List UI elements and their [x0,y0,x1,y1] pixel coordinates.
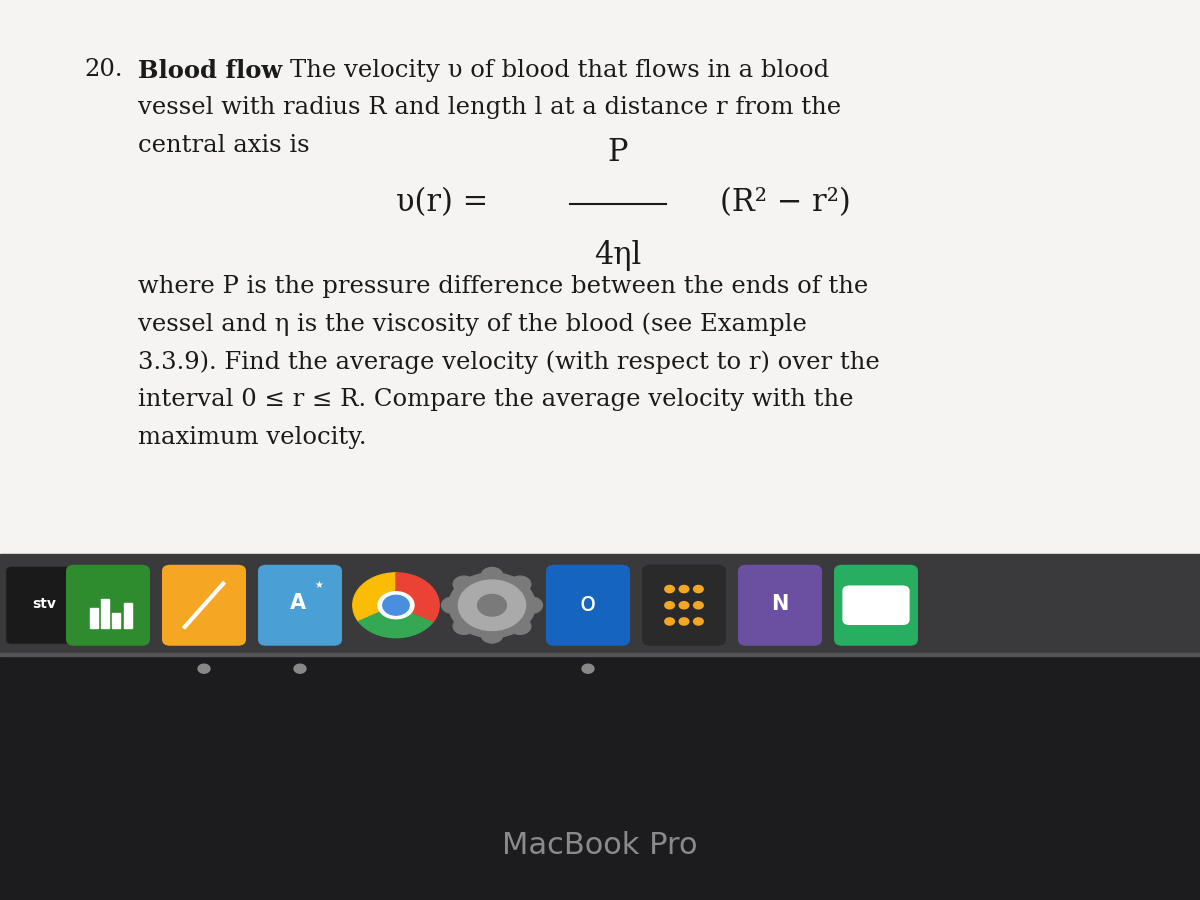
FancyBboxPatch shape [258,565,342,646]
Text: ★: ★ [314,580,324,590]
Text: maximum velocity.: maximum velocity. [138,426,366,449]
Circle shape [442,598,463,614]
Circle shape [198,664,210,673]
Circle shape [521,598,542,614]
FancyBboxPatch shape [6,567,84,644]
Circle shape [509,618,530,634]
Circle shape [665,601,674,609]
Bar [112,614,120,628]
Text: interval 0 ≤ r ≤ R. Compare the average velocity with the: interval 0 ≤ r ≤ R. Compare the average … [138,388,853,411]
Text: The velocity υ of blood that flows in a blood: The velocity υ of blood that flows in a … [290,58,829,82]
Wedge shape [359,605,433,637]
FancyBboxPatch shape [66,565,150,646]
Text: Blood flow: Blood flow [138,58,282,83]
Text: MacBook Pro: MacBook Pro [503,832,697,860]
Text: o: o [580,591,596,617]
Circle shape [694,601,703,609]
Circle shape [481,626,503,643]
Circle shape [294,664,306,673]
FancyBboxPatch shape [162,565,246,646]
Circle shape [665,585,674,592]
Circle shape [665,617,674,625]
Text: 3.3.9). Find the average velocity (with respect to r) over the: 3.3.9). Find the average velocity (with … [138,350,880,374]
Circle shape [481,567,503,583]
FancyBboxPatch shape [834,565,918,646]
Circle shape [383,596,409,616]
Text: υ(r) =: υ(r) = [396,187,488,218]
Circle shape [509,576,530,592]
Text: 20.: 20. [84,58,122,82]
Circle shape [478,594,506,616]
Wedge shape [396,573,439,621]
Circle shape [679,601,689,609]
Text: 4ηl: 4ηl [594,240,642,271]
FancyBboxPatch shape [842,586,910,625]
Text: where P is the pressure difference between the ends of the: where P is the pressure difference betwe… [138,274,869,298]
Circle shape [679,617,689,625]
Text: P: P [607,138,629,168]
Bar [90,608,98,628]
FancyBboxPatch shape [642,565,726,646]
Text: vessel and η is the viscosity of the blood (see Example: vessel and η is the viscosity of the blo… [138,312,806,336]
Text: (R² − r²): (R² − r²) [720,187,851,218]
Circle shape [458,580,526,630]
Circle shape [449,573,535,637]
Text: A: A [289,593,306,614]
Text: N: N [772,594,788,615]
Circle shape [694,585,703,592]
Bar [0,0,1200,554]
Circle shape [694,617,703,625]
Bar [0,554,1200,657]
FancyBboxPatch shape [546,565,630,646]
Text: stv: stv [32,598,56,611]
Circle shape [378,592,414,619]
Bar [101,599,109,628]
Wedge shape [353,573,396,621]
Bar [0,653,1200,656]
Bar [124,603,132,628]
Text: vessel with radius R and length l at a distance r from the: vessel with radius R and length l at a d… [138,96,841,120]
Bar [0,657,1200,900]
Text: central axis is: central axis is [138,134,310,158]
Circle shape [454,618,475,634]
Circle shape [454,576,475,592]
Circle shape [582,664,594,673]
Circle shape [679,585,689,592]
FancyBboxPatch shape [738,565,822,646]
